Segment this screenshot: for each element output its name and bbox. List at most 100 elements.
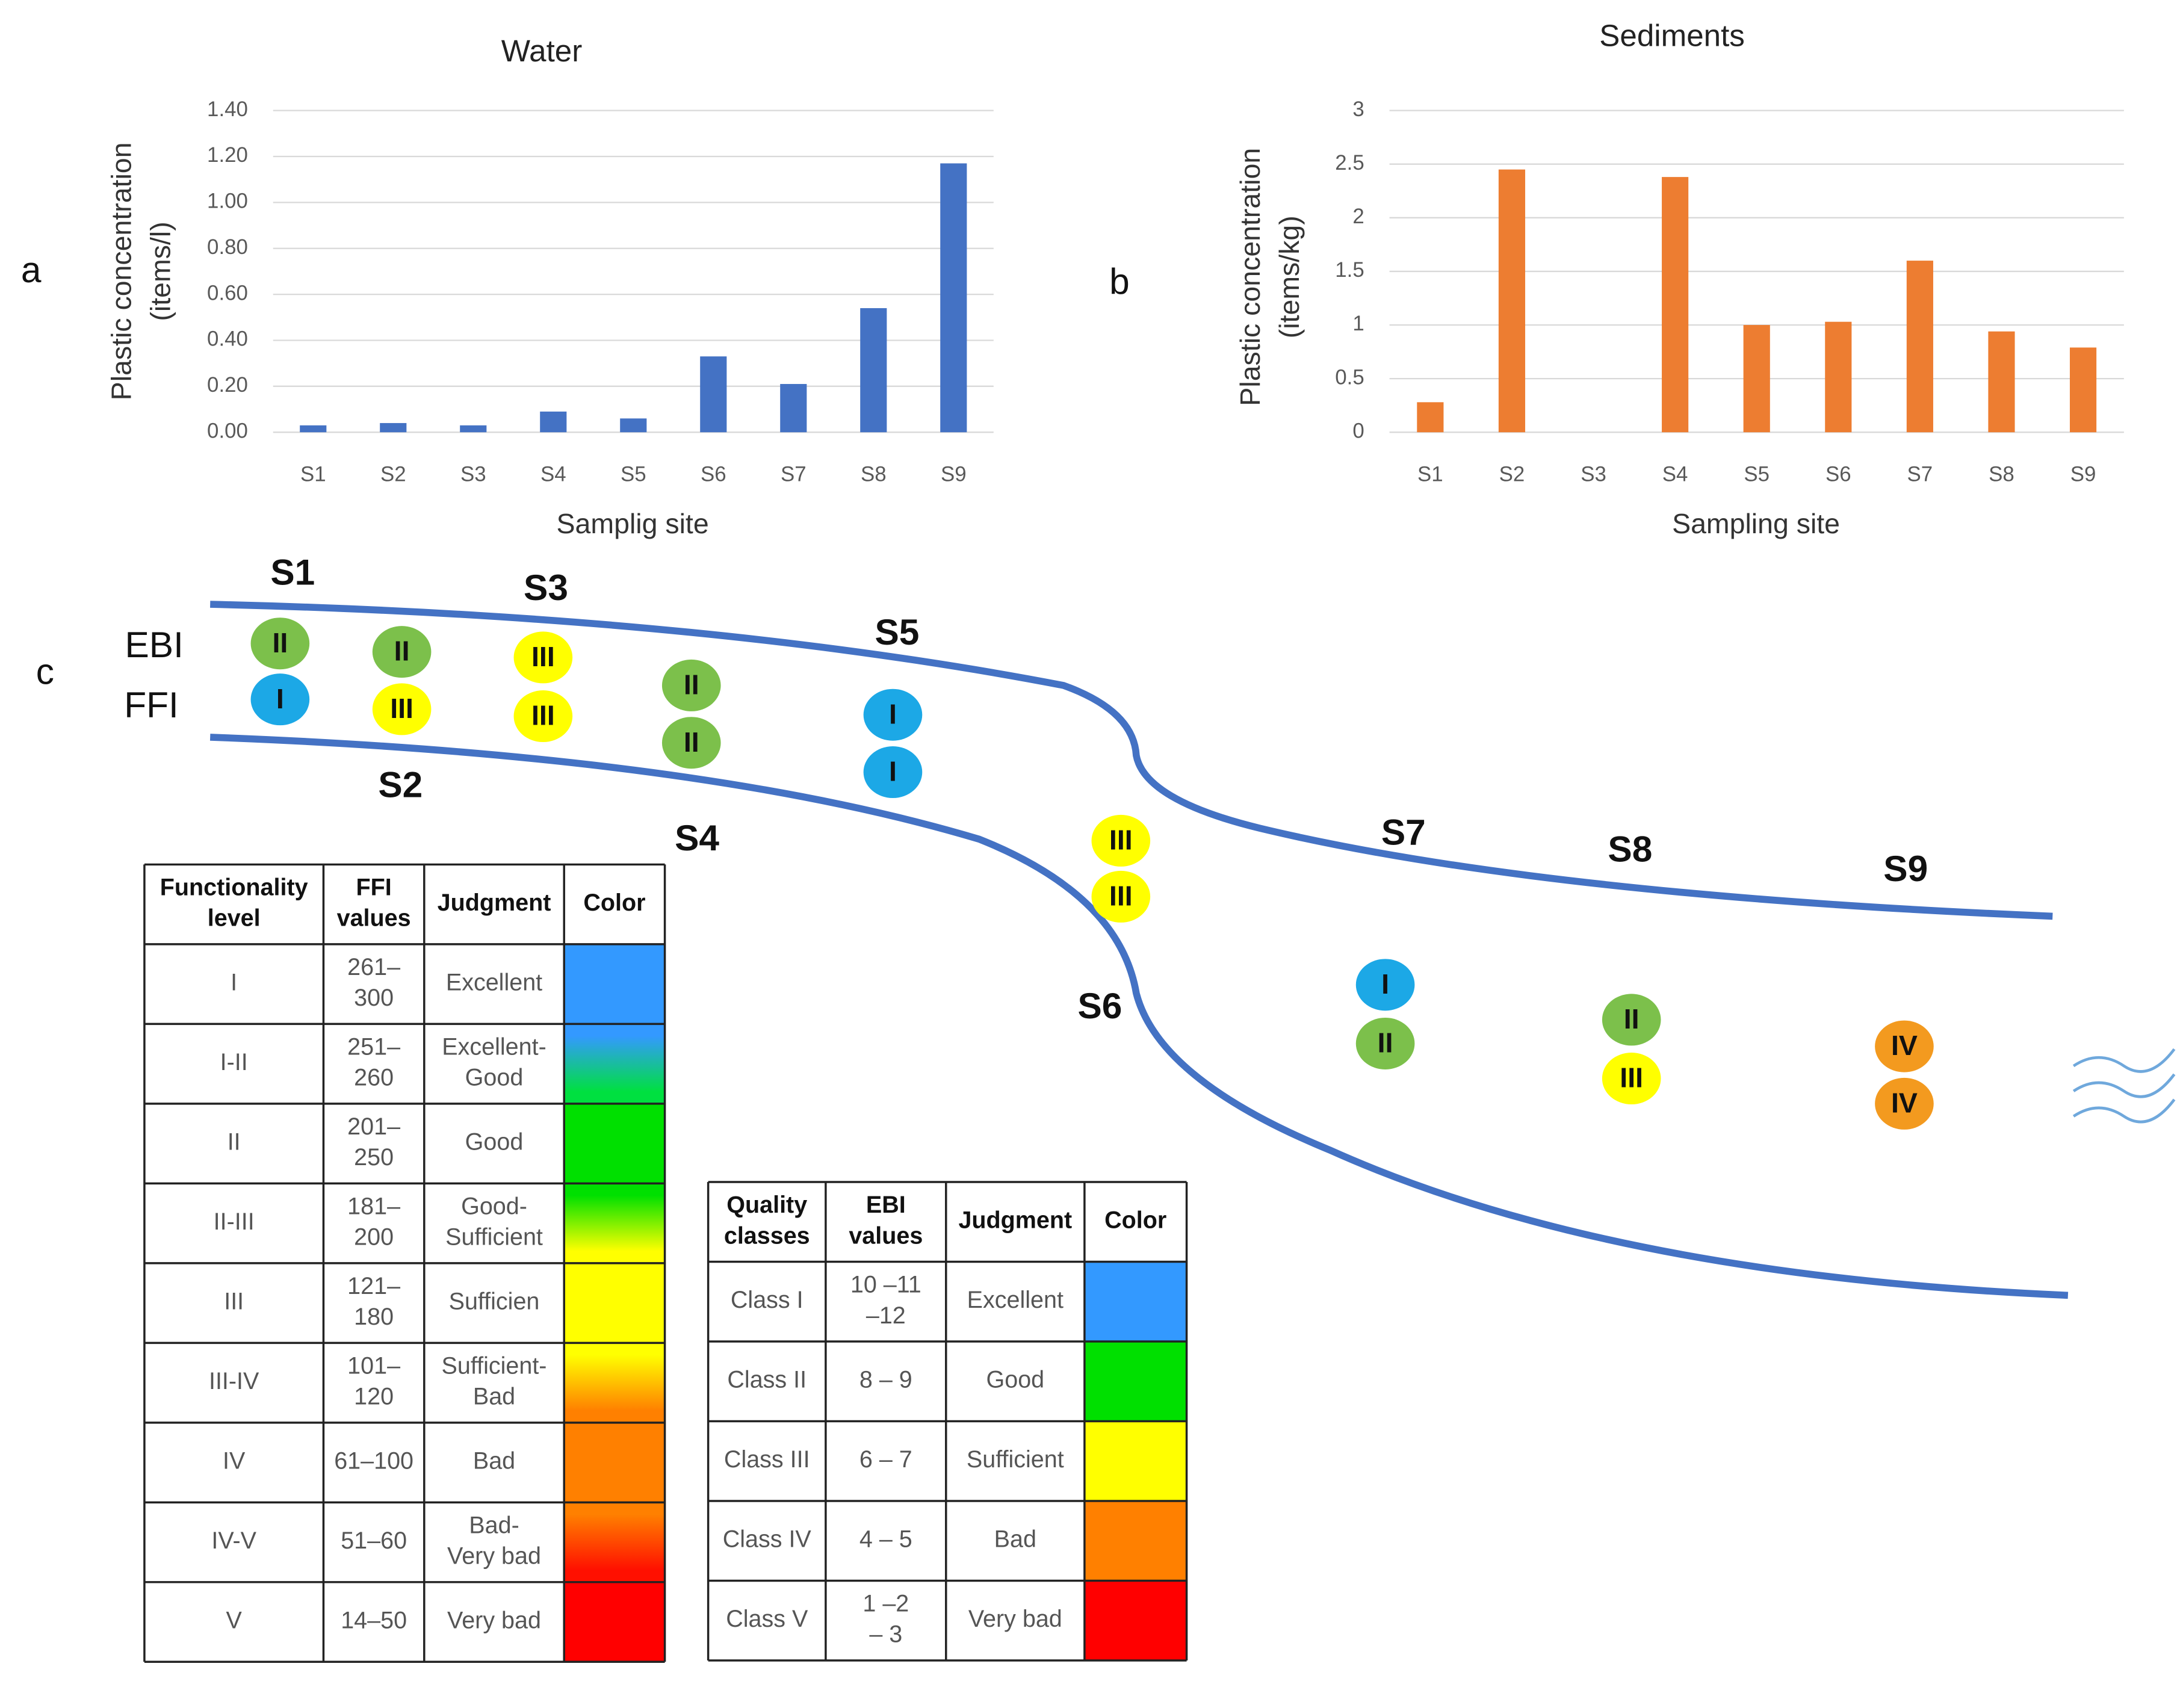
y-tick-label: 1 — [1352, 312, 1364, 335]
ffi-class: II — [684, 726, 699, 758]
table-cell: 260 — [354, 1065, 394, 1091]
table-cell: V — [226, 1607, 243, 1633]
bar — [460, 425, 487, 433]
header-cell: Quality — [726, 1192, 807, 1218]
header-cell: values — [337, 905, 411, 932]
bar — [300, 425, 327, 433]
y-tick-label: 0.80 — [207, 235, 248, 259]
table-cell: 14–50 — [341, 1607, 407, 1633]
ffi-badge — [661, 717, 721, 769]
bar — [860, 308, 887, 433]
ebi-class: IV — [1891, 1030, 1918, 1061]
ebi-badge — [1091, 814, 1151, 867]
color-swatch — [564, 1582, 665, 1662]
river-bank-lower — [209, 734, 2069, 1299]
table-cell: Good- — [461, 1193, 527, 1219]
table-cell: 4 – 5 — [859, 1526, 912, 1553]
river-bank-upper — [210, 601, 2053, 920]
ebi-class: III — [1109, 825, 1133, 856]
ffi-class: III — [1620, 1062, 1643, 1094]
y-tick-label: 2 — [1352, 205, 1364, 228]
x-axis-label: Samplig site — [557, 508, 709, 539]
table-cell: 10 –11 — [850, 1272, 921, 1298]
ebi-class: II — [394, 636, 410, 667]
color-swatch — [564, 1263, 665, 1343]
table-cell: 8 – 9 — [859, 1367, 912, 1393]
x-tick-label: S3 — [1581, 462, 1606, 486]
table-cell: 250 — [354, 1144, 394, 1171]
y-tick-label: 3 — [1352, 97, 1364, 121]
table-cell: 121– — [347, 1273, 400, 1299]
site-label: S1 — [270, 551, 315, 592]
color-swatch — [1084, 1261, 1187, 1342]
header-cell: Color — [583, 890, 645, 916]
table-cell: Sufficient- — [442, 1352, 547, 1379]
site-label: S7 — [1381, 812, 1426, 853]
ebi-class: III — [531, 641, 555, 672]
ffi-badge — [372, 683, 432, 735]
ebi-class: I — [1381, 968, 1389, 1000]
color-swatch — [564, 1422, 665, 1503]
ffi-class: IV — [1891, 1087, 1918, 1118]
y-tick-label: 0.60 — [207, 281, 248, 305]
table-cell: Bad — [473, 1448, 515, 1474]
header-cell: classes — [724, 1222, 810, 1249]
color-swatch — [1084, 1341, 1187, 1422]
table-cell: Excellent — [446, 970, 542, 996]
table-cell: I — [231, 970, 237, 996]
ebi-badge — [372, 626, 432, 678]
color-swatch — [564, 1103, 665, 1184]
table-cell: Excellent- — [442, 1034, 546, 1060]
table-cell: Good — [986, 1367, 1045, 1393]
ffi-class: III — [390, 693, 413, 724]
y-axis-label: (items/kg) — [1274, 215, 1305, 338]
site-label: S3 — [524, 567, 568, 608]
table: Functionality level FFI values Judgment Color… — [143, 863, 666, 1663]
ffi-class: I — [889, 756, 897, 787]
table-cell: Sufficient — [967, 1446, 1064, 1473]
ffi-class: III — [531, 700, 555, 731]
ebi-class: II — [684, 669, 699, 701]
table-cell: Good — [465, 1065, 524, 1091]
row-label: EBI — [125, 624, 184, 665]
site-label: S4 — [675, 817, 719, 858]
bar — [940, 163, 967, 433]
y-axis-label: Plastic concentration — [105, 143, 137, 401]
x-tick-label: S9 — [2070, 462, 2096, 486]
chart-title: Water — [501, 34, 582, 68]
site-label: S8 — [1608, 828, 1652, 869]
table-cell: Bad- — [469, 1512, 519, 1538]
x-tick-label: S3 — [460, 462, 486, 486]
color-swatch — [1084, 1580, 1187, 1660]
ffi-class: II — [1378, 1027, 1393, 1059]
color-swatch — [1084, 1421, 1187, 1501]
bar — [2069, 347, 2097, 433]
y-tick-label: 0.5 — [1335, 365, 1364, 389]
bar — [540, 411, 567, 433]
table-cell: Class I — [731, 1287, 804, 1313]
x-tick-label: S5 — [621, 462, 646, 486]
table-cell: 180 — [354, 1304, 394, 1330]
table-cell: IV — [223, 1448, 246, 1474]
row-label: FFI — [124, 684, 179, 725]
ebi-badge — [863, 688, 923, 741]
y-axis-label: Plastic concentration — [1234, 148, 1266, 406]
x-tick-label: S4 — [540, 462, 566, 486]
ffi-badge — [1091, 870, 1151, 923]
flow-waves — [2072, 1048, 2176, 1124]
bar — [620, 418, 647, 433]
color-swatch — [1084, 1501, 1187, 1581]
table-cell: –12 — [866, 1302, 906, 1329]
y-tick-label: 1.00 — [207, 190, 248, 213]
table-cell: 61–100 — [334, 1448, 413, 1474]
panel-label: b — [1109, 261, 1130, 302]
table-cell: 6 – 7 — [859, 1446, 912, 1473]
header-cell: Judgment — [958, 1207, 1072, 1234]
y-tick-label: 2.5 — [1335, 151, 1364, 175]
x-tick-label: S7 — [1907, 462, 1933, 486]
y-tick-label: 1.5 — [1335, 258, 1364, 282]
header-cell: level — [208, 905, 261, 932]
bar — [1743, 325, 1770, 433]
x-tick-label: S8 — [1989, 462, 2014, 486]
table-cell: II-III — [214, 1208, 255, 1235]
